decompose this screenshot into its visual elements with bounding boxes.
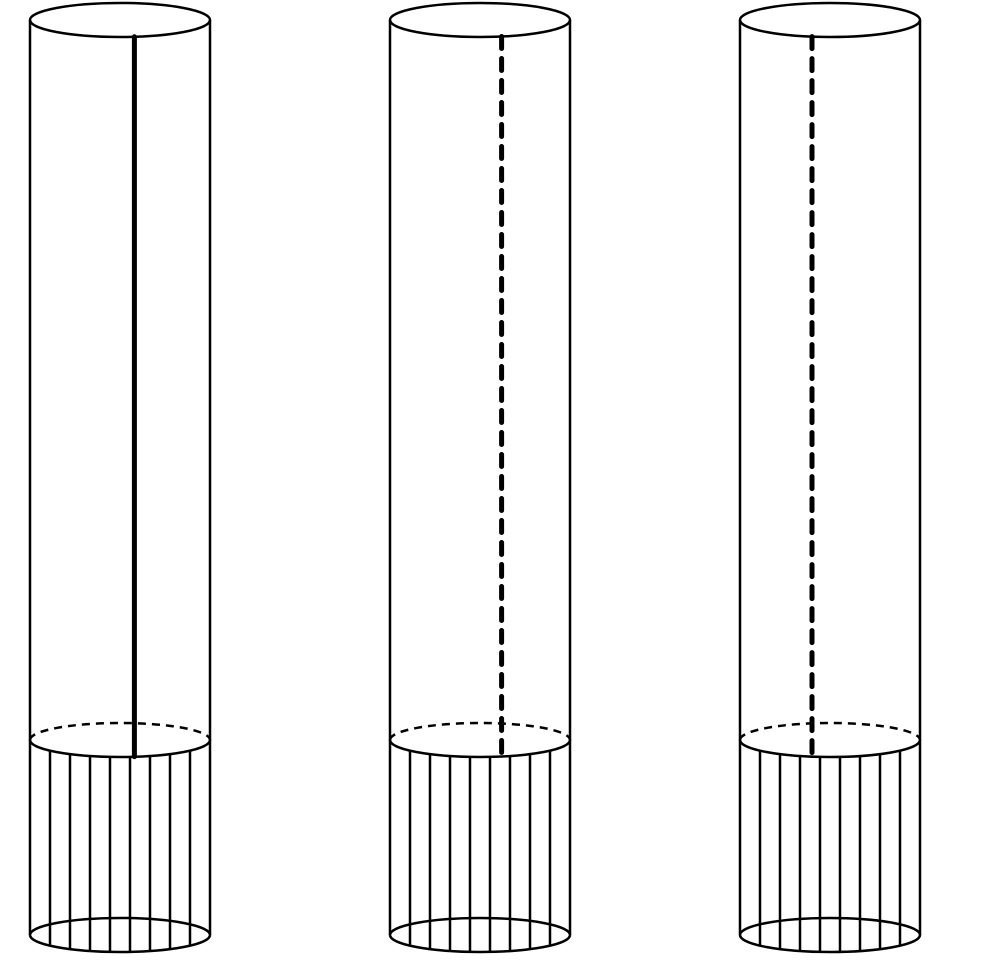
hatch-ellipse-back	[740, 723, 920, 740]
cylinder-bottom-ellipse	[30, 918, 210, 952]
cylinder-center	[390, 3, 570, 952]
hatch-ellipse-back	[390, 723, 570, 740]
cylinder-right	[740, 3, 920, 952]
hatch-ellipse-front	[740, 740, 920, 757]
cylinder-bottom-ellipse	[740, 918, 920, 952]
cylinder-top-ellipse	[30, 3, 210, 37]
cylinder-top-ellipse	[740, 3, 920, 37]
cylinder-top-ellipse	[390, 3, 570, 37]
cylinder-diagram	[0, 0, 1000, 961]
hatch-ellipse-front	[30, 740, 210, 757]
hatch-ellipse-front	[390, 740, 570, 757]
diagram-svg	[0, 0, 1000, 961]
cylinder-left	[30, 3, 210, 952]
cylinder-bottom-ellipse	[390, 918, 570, 952]
hatch-ellipse-back	[30, 723, 210, 740]
